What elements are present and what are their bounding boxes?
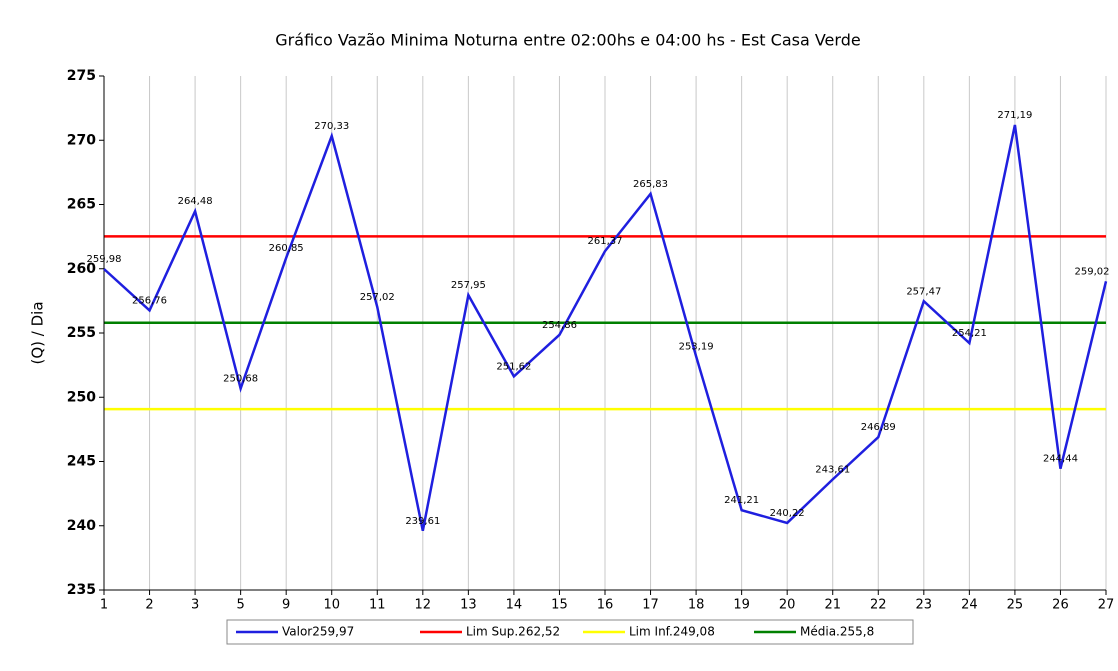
data-label: 259,98 — [87, 254, 122, 265]
x-tick-label: 10 — [323, 598, 340, 613]
x-tick-label: 25 — [1007, 598, 1024, 613]
x-tick-label: 2 — [145, 598, 153, 613]
x-tick-label: 21 — [824, 598, 841, 613]
x-tick-label: 19 — [733, 598, 750, 613]
x-tick-label: 13 — [460, 598, 477, 613]
y-tick-label: 245 — [67, 454, 96, 470]
data-label: 260,85 — [269, 243, 304, 254]
x-tick-label: 9 — [282, 598, 290, 613]
data-label: 239,61 — [405, 516, 440, 527]
y-tick-label: 240 — [67, 518, 96, 534]
data-label: 254,21 — [952, 328, 987, 339]
data-label: 257,95 — [451, 280, 486, 291]
legend-label: Média.255,8 — [800, 625, 874, 639]
y-tick-label: 255 — [67, 325, 96, 341]
data-label: 253,19 — [679, 341, 714, 352]
x-tick-label: 23 — [916, 598, 933, 613]
data-label: 264,48 — [178, 196, 213, 207]
data-label: 254,86 — [542, 320, 577, 331]
x-tick-label: 27 — [1098, 598, 1115, 613]
x-tick-label: 3 — [191, 598, 199, 613]
data-label: 250,68 — [223, 374, 258, 385]
x-tick-label: 12 — [415, 598, 432, 613]
y-tick-label: 260 — [67, 261, 96, 277]
x-tick-label: 20 — [779, 598, 796, 613]
data-label: 256,76 — [132, 295, 167, 306]
x-tick-label: 24 — [961, 598, 978, 613]
y-axis-label: (Q) / Dia — [29, 301, 47, 364]
data-label: 240,22 — [770, 508, 805, 519]
data-label: 251,62 — [496, 361, 531, 372]
legend-label: Valor259,97 — [282, 625, 354, 639]
data-label: 241,21 — [724, 495, 759, 506]
y-tick-label: 265 — [67, 197, 96, 213]
data-label: 259,02 — [1075, 266, 1110, 277]
data-label: 265,83 — [633, 179, 668, 190]
x-tick-label: 11 — [369, 598, 386, 613]
data-label: 243,61 — [815, 464, 850, 475]
x-tick-label: 26 — [1052, 598, 1069, 613]
data-label: 261,37 — [588, 236, 623, 247]
y-tick-label: 250 — [67, 389, 96, 405]
x-tick-label: 15 — [551, 598, 568, 613]
legend-label: Lim Sup.262,52 — [466, 625, 560, 639]
y-tick-label: 235 — [67, 582, 96, 598]
y-tick-label: 270 — [67, 132, 96, 148]
legend — [226, 619, 914, 645]
data-label: 257,47 — [906, 286, 941, 297]
chart-title: Gráfico Vazão Minima Noturna entre 02:00… — [275, 31, 860, 50]
x-tick-label: 14 — [506, 598, 523, 613]
data-label: 257,02 — [360, 292, 395, 303]
x-tick-label: 5 — [236, 598, 244, 613]
x-tick-label: 1 — [100, 598, 108, 613]
x-tick-label: 16 — [597, 598, 614, 613]
data-label: 244,44 — [1043, 454, 1078, 465]
x-tick-label: 18 — [688, 598, 705, 613]
x-tick-label: 22 — [870, 598, 887, 613]
legend-label: Lim Inf.249,08 — [629, 625, 715, 639]
data-line — [103, 124, 1108, 532]
y-tick-label: 275 — [67, 68, 96, 84]
data-label: 270,33 — [314, 121, 349, 132]
data-label: 271,19 — [997, 110, 1032, 121]
x-tick-label: 17 — [642, 598, 659, 613]
data-label: 246,89 — [861, 422, 896, 433]
